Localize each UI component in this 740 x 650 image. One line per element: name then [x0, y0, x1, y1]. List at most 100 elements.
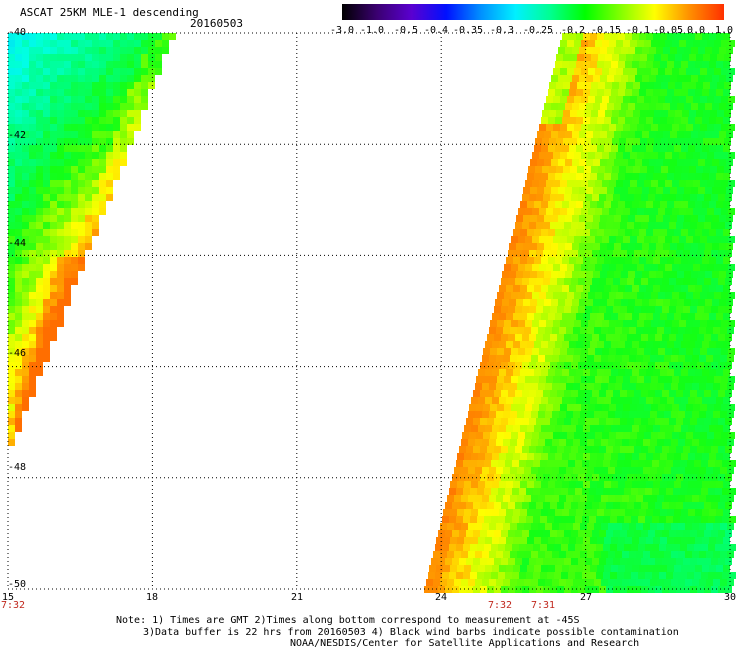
swath-cell — [8, 243, 15, 250]
swath-cell — [635, 215, 642, 222]
swath-cell — [692, 355, 699, 362]
swath-cell — [681, 425, 688, 432]
swath-cell — [665, 348, 672, 355]
swath-cell — [615, 355, 622, 362]
swath-cell — [634, 418, 641, 425]
swath-cell — [545, 439, 552, 446]
swath-cell — [36, 82, 43, 89]
swath-cell — [558, 243, 565, 250]
swath-cell — [36, 159, 43, 166]
swath-cell — [492, 481, 499, 488]
swath-cell — [485, 369, 492, 376]
swath-cell — [78, 33, 85, 40]
swath-cell — [686, 236, 693, 243]
swath-cell — [578, 362, 585, 369]
swath-cell — [660, 201, 667, 208]
swath-cell — [57, 264, 64, 271]
swath-cell — [43, 61, 50, 68]
swath-cell — [571, 278, 578, 285]
swath-cell — [22, 54, 29, 61]
swath-cell — [587, 579, 594, 586]
swath-cell — [581, 320, 588, 327]
swath-cell — [620, 558, 627, 565]
swath-cell — [443, 565, 450, 572]
swath-cell — [720, 439, 727, 446]
swath-cell — [604, 453, 611, 460]
swath-cell — [646, 341, 653, 348]
swath-cell — [71, 75, 78, 82]
swath-cell — [728, 180, 735, 187]
swath-cell — [43, 222, 50, 229]
color-scale-tick-label: -0.15 — [590, 25, 622, 36]
swath-cell — [648, 530, 655, 537]
swath-cell — [580, 411, 587, 418]
swath-cell — [457, 537, 464, 544]
swath-cell — [464, 537, 471, 544]
swath-cell — [426, 579, 433, 586]
swath-cell — [470, 516, 477, 523]
swath-cell — [727, 495, 734, 502]
swath-cell — [508, 446, 515, 453]
swath-cell — [516, 215, 523, 222]
swath-cell — [555, 565, 562, 572]
swath-cell — [728, 432, 735, 439]
swath-cell — [628, 103, 635, 110]
swath-cell — [29, 131, 36, 138]
swath-cell — [29, 299, 36, 306]
swath-cell — [148, 40, 155, 47]
swath-cell — [625, 285, 632, 292]
swath-cell — [141, 103, 148, 110]
color-scale-tick-label: -0.4 — [423, 25, 449, 36]
swath-cell — [113, 124, 120, 131]
swath-cell — [534, 397, 541, 404]
swath-cell — [648, 390, 655, 397]
swath-cell — [588, 264, 595, 271]
swath-cell — [719, 243, 726, 250]
swath-cell — [686, 432, 693, 439]
swath-cell — [616, 152, 623, 159]
swath-cell — [532, 264, 539, 271]
swath-cell — [57, 208, 64, 215]
swath-cell — [565, 159, 572, 166]
swath-cell — [57, 159, 64, 166]
swath-cell — [8, 61, 15, 68]
swath-cell — [683, 222, 690, 229]
swath-cell — [657, 579, 664, 586]
swath-cell — [702, 61, 709, 68]
swath-cell — [612, 166, 619, 173]
swath-cell — [652, 516, 659, 523]
swath-cell — [511, 292, 518, 299]
swath-cell — [541, 341, 548, 348]
swath-cell — [700, 208, 707, 215]
swath-cell — [536, 558, 543, 565]
swath-cell — [725, 334, 732, 341]
swath-cell — [534, 145, 541, 152]
swath-cell — [466, 502, 473, 509]
swath-cell — [29, 313, 36, 320]
swath-cell — [564, 418, 571, 425]
swath-cell — [683, 250, 690, 257]
swath-cell — [71, 47, 78, 54]
swath-cell — [50, 152, 57, 159]
swath-cell — [15, 299, 22, 306]
swath-cell — [714, 264, 721, 271]
swath-cell — [148, 33, 155, 40]
swath-cell — [610, 544, 617, 551]
swath-cell — [22, 222, 29, 229]
swath-cell — [639, 341, 646, 348]
swath-cell — [599, 362, 606, 369]
swath-cell — [57, 250, 64, 257]
swath-cell — [720, 579, 727, 586]
swath-cell — [581, 348, 588, 355]
swath-cell — [15, 166, 22, 173]
swath-cell — [431, 558, 438, 565]
swath-cell — [691, 131, 698, 138]
swath-cell — [604, 313, 611, 320]
swath-cell — [36, 145, 43, 152]
swath-cell — [632, 33, 639, 40]
swath-cell — [560, 40, 567, 47]
swath-cell — [717, 166, 724, 173]
swath-cell — [729, 572, 736, 579]
swath-cell — [618, 89, 625, 96]
swath-cell — [660, 229, 667, 236]
